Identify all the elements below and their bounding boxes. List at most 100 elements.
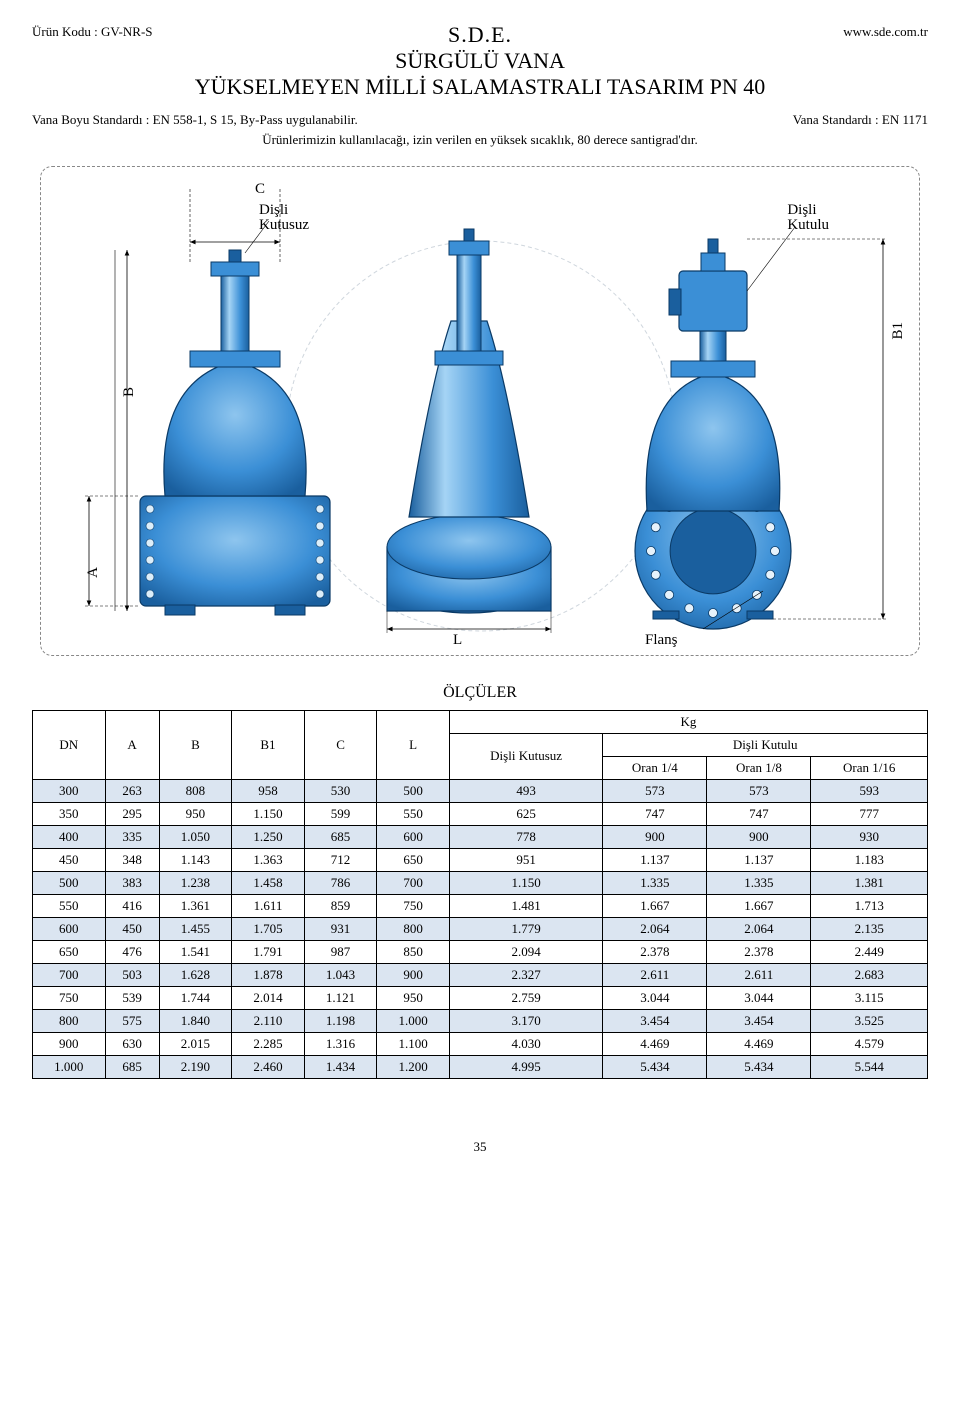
table-row: 5003831.2381.4587867001.1501.3351.3351.3…	[33, 872, 928, 895]
no-gearbox-label: Dişli Kutusuz	[259, 203, 309, 233]
table-cell: 573	[603, 780, 707, 803]
gearbox-label: Dişli Kutulu	[787, 203, 829, 233]
table-cell: 2.064	[707, 918, 811, 941]
table-cell: 550	[33, 895, 106, 918]
table-row: 300263808958530500493573573593	[33, 780, 928, 803]
dim-b-label: B	[121, 387, 138, 397]
col-disli-kutulu: Dişli Kutulu	[603, 734, 928, 757]
table-cell: 778	[449, 826, 602, 849]
table-cell: 3.454	[707, 1010, 811, 1033]
table-cell: 573	[707, 780, 811, 803]
table-cell: 685	[304, 826, 377, 849]
table-cell: 503	[105, 964, 159, 987]
table-cell: 416	[105, 895, 159, 918]
table-cell: 930	[811, 826, 928, 849]
col-b: B	[159, 711, 232, 780]
col-disli-kutusuz: Dişli Kutusuz	[449, 734, 602, 780]
table-cell: 2.135	[811, 918, 928, 941]
table-cell: 2.759	[449, 987, 602, 1010]
table-row: 1.0006852.1902.4601.4341.2004.9955.4345.…	[33, 1056, 928, 1079]
table-cell: 700	[377, 872, 450, 895]
table-cell: 600	[377, 826, 450, 849]
table-cell: 2.190	[159, 1056, 232, 1079]
table-cell: 1.198	[304, 1010, 377, 1033]
table-cell: 1.335	[603, 872, 707, 895]
table-cell: 1.238	[159, 872, 232, 895]
table-cell: 3.044	[707, 987, 811, 1010]
table-title: ÖLÇÜLER	[32, 684, 928, 702]
table-row: 7005031.6281.8781.0439002.3272.6112.6112…	[33, 964, 928, 987]
table-cell: 3.170	[449, 1010, 602, 1033]
table-cell: 650	[33, 941, 106, 964]
table-cell: 900	[377, 964, 450, 987]
dim-l-label: L	[453, 632, 462, 649]
table-row: 3502959501.150599550625747747777	[33, 803, 928, 826]
table-cell: 2.449	[811, 941, 928, 964]
table-cell: 800	[33, 1010, 106, 1033]
table-cell: 4.030	[449, 1033, 602, 1056]
table-cell: 987	[304, 941, 377, 964]
table-cell: 1.381	[811, 872, 928, 895]
valve-diagram-svg	[55, 181, 907, 643]
col-b1: B1	[232, 711, 305, 780]
table-cell: 700	[33, 964, 106, 987]
table-cell: 1.481	[449, 895, 602, 918]
table-cell: 500	[33, 872, 106, 895]
table-cell: 630	[105, 1033, 159, 1056]
table-row: 9006302.0152.2851.3161.1004.0304.4694.46…	[33, 1033, 928, 1056]
dim-a-label: A	[85, 567, 102, 578]
table-cell: 1.744	[159, 987, 232, 1010]
table-cell: 2.064	[603, 918, 707, 941]
product-code: Ürün Kodu : GV-NR-S	[32, 24, 153, 40]
table-cell: 599	[304, 803, 377, 826]
table-cell: 1.361	[159, 895, 232, 918]
table-cell: 1.878	[232, 964, 305, 987]
table-cell: 530	[304, 780, 377, 803]
table-cell: 900	[33, 1033, 106, 1056]
col-dn: DN	[33, 711, 106, 780]
table-cell: 2.683	[811, 964, 928, 987]
table-cell: 800	[377, 918, 450, 941]
table-cell: 2.014	[232, 987, 305, 1010]
table-cell: 476	[105, 941, 159, 964]
table-cell: 951	[449, 849, 602, 872]
table-cell: 1.250	[232, 826, 305, 849]
table-cell: 625	[449, 803, 602, 826]
product-code-label: Ürün Kodu :	[32, 24, 98, 39]
table-cell: 450	[105, 918, 159, 941]
table-cell: 1.779	[449, 918, 602, 941]
table-cell: 931	[304, 918, 377, 941]
col-l: L	[377, 711, 450, 780]
table-cell: 685	[105, 1056, 159, 1079]
col-oran-1-4: Oran 1/4	[603, 757, 707, 780]
valve-front-right	[635, 239, 791, 629]
table-cell: 400	[33, 826, 106, 849]
table-cell: 1.458	[232, 872, 305, 895]
table-cell: 4.469	[603, 1033, 707, 1056]
technical-diagram: C Dişli Kutusuz Dişli Kutulu B B1 A L Fl…	[40, 166, 920, 656]
table-cell: 3.525	[811, 1010, 928, 1033]
valve-standard: Vana Standardı : EN 1171	[793, 112, 928, 128]
flange-label: Flanş	[645, 632, 678, 649]
table-cell: 1.611	[232, 895, 305, 918]
table-cell: 1.791	[232, 941, 305, 964]
table-cell: 2.611	[603, 964, 707, 987]
table-cell: 950	[159, 803, 232, 826]
table-cell: 1.150	[232, 803, 305, 826]
table-cell: 650	[377, 849, 450, 872]
temperature-note: Ürünlerimizin kullanılacağı, izin verile…	[32, 132, 928, 148]
disli-kutusuz-text: Dişli Kutusuz	[490, 748, 562, 763]
table-cell: 3.115	[811, 987, 928, 1010]
table-cell: 300	[33, 780, 106, 803]
table-cell: 786	[304, 872, 377, 895]
table-cell: 263	[105, 780, 159, 803]
table-cell: 1.143	[159, 849, 232, 872]
table-cell: 2.015	[159, 1033, 232, 1056]
table-row: 8005751.8402.1101.1981.0003.1703.4543.45…	[33, 1010, 928, 1033]
table-cell: 3.454	[603, 1010, 707, 1033]
table-cell: 958	[232, 780, 305, 803]
table-cell: 1.541	[159, 941, 232, 964]
gearbox-2: Kutulu	[787, 217, 829, 233]
dimensions-table: DN A B B1 C L Kg Dişli Kutusuz Dişli Kut…	[32, 710, 928, 1079]
table-row: 4003351.0501.250685600778900900930	[33, 826, 928, 849]
